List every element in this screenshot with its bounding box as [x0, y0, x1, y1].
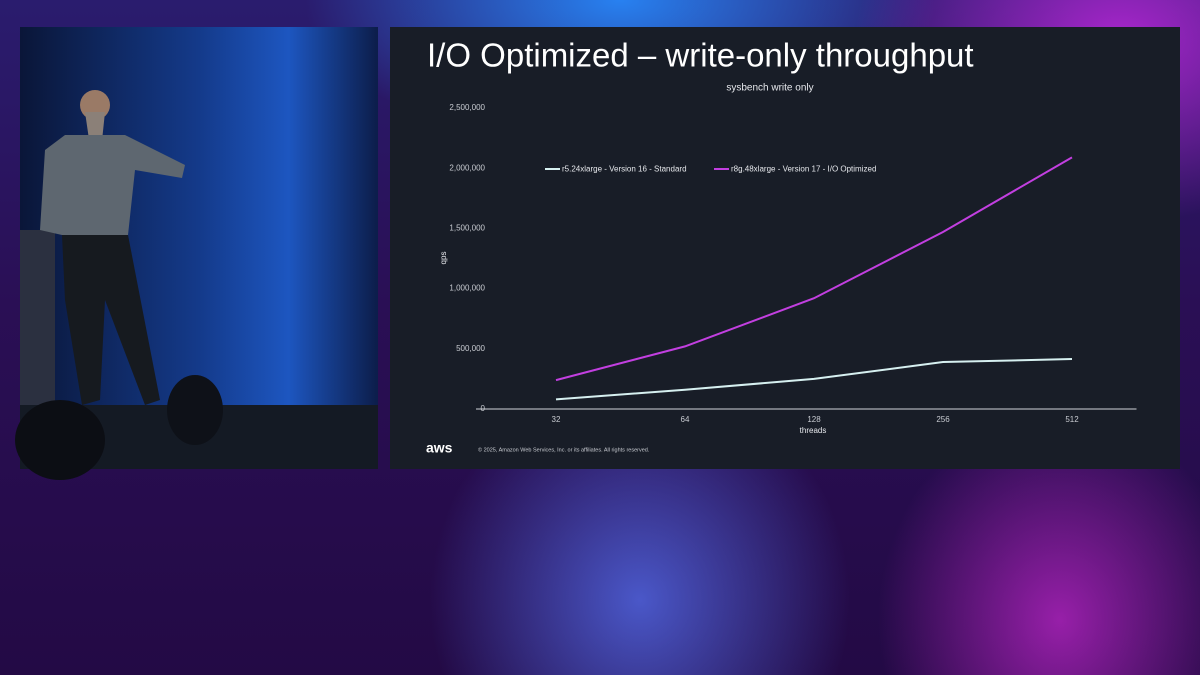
speaker-video [15, 27, 378, 480]
y-tick-label: 2,000,000 [449, 163, 485, 172]
y-tick-label: 1,000,000 [449, 284, 485, 293]
audience-head [167, 375, 223, 445]
x-tick-label: 64 [681, 415, 690, 424]
podium [20, 230, 55, 405]
copyright: © 2025, Amazon Web Services, Inc. or its… [478, 446, 650, 453]
series-line [555, 358, 1073, 401]
y-tick-label: 2,500,000 [449, 103, 485, 112]
x-tick-label: 256 [936, 415, 950, 424]
legend-label: r8g.48xlarge - Version 17 - I/O Optimize… [731, 165, 876, 174]
logo: aws [426, 440, 453, 456]
y-tick-label: 500,000 [456, 344, 485, 353]
chart-title: I/O Optimized – write-only throughput [427, 37, 974, 74]
audience-head [15, 400, 105, 480]
chart-subtitle: sysbench write only [726, 83, 813, 94]
x-tick-label: 512 [1065, 415, 1079, 424]
speaker-legs [62, 235, 160, 405]
x-tick-label: 32 [552, 415, 561, 424]
speaker-shirt [40, 135, 185, 235]
x-tick-label: 128 [807, 415, 821, 424]
y-axis-label: qps [439, 252, 448, 265]
y-tick-label: 1,500,000 [449, 224, 485, 233]
legend-label: r5.24xlarge - Version 16 - Standard [562, 165, 687, 174]
slide [390, 27, 1180, 469]
x-axis-label: threads [800, 426, 827, 435]
series-line [555, 156, 1073, 382]
